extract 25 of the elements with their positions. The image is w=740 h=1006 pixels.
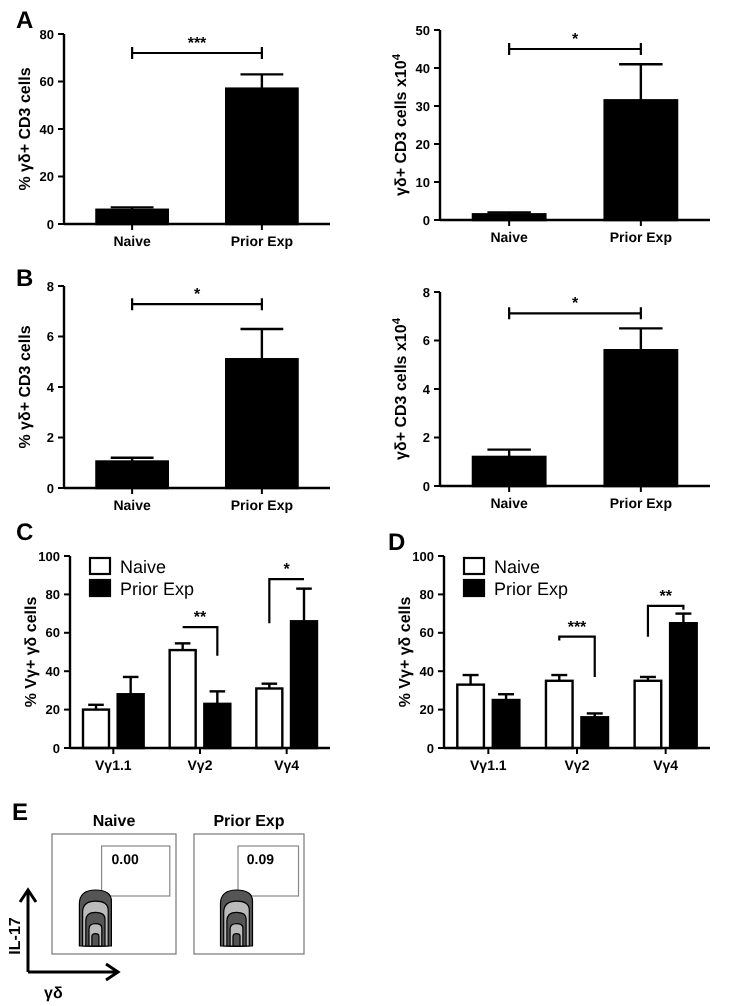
legend-label: Prior Exp <box>120 579 195 599</box>
y-axis-title: % γδ+ CD3 cells <box>16 66 34 191</box>
text: C <box>16 518 34 546</box>
y-axis-title: % γδ+ CD3 cells <box>16 324 34 449</box>
text: B <box>16 264 34 292</box>
category-label: Prior Exp <box>213 812 285 830</box>
y-axis-title: % Vγ+ γδ cells <box>22 595 40 708</box>
category-label: Naive <box>92 812 137 830</box>
annotation: * <box>571 30 580 48</box>
legend-label: Naive <box>120 557 167 577</box>
annotation: *** <box>187 34 209 52</box>
y-axis-title: % Vγ+ γδ cells <box>396 595 414 708</box>
legend-label: Naive <box>494 557 541 577</box>
annotation: ** <box>659 586 674 605</box>
text: A <box>16 6 34 34</box>
text: γδ <box>44 984 63 1002</box>
text: D <box>388 528 406 556</box>
text: IL-17 <box>6 916 24 955</box>
legend-label: Prior Exp <box>494 579 569 599</box>
annotation: ** <box>193 608 208 627</box>
annotation: *** <box>567 617 589 636</box>
text: E <box>12 798 29 826</box>
annotation: * <box>283 560 292 579</box>
annotation: * <box>571 294 580 313</box>
annotation: * <box>193 285 202 304</box>
